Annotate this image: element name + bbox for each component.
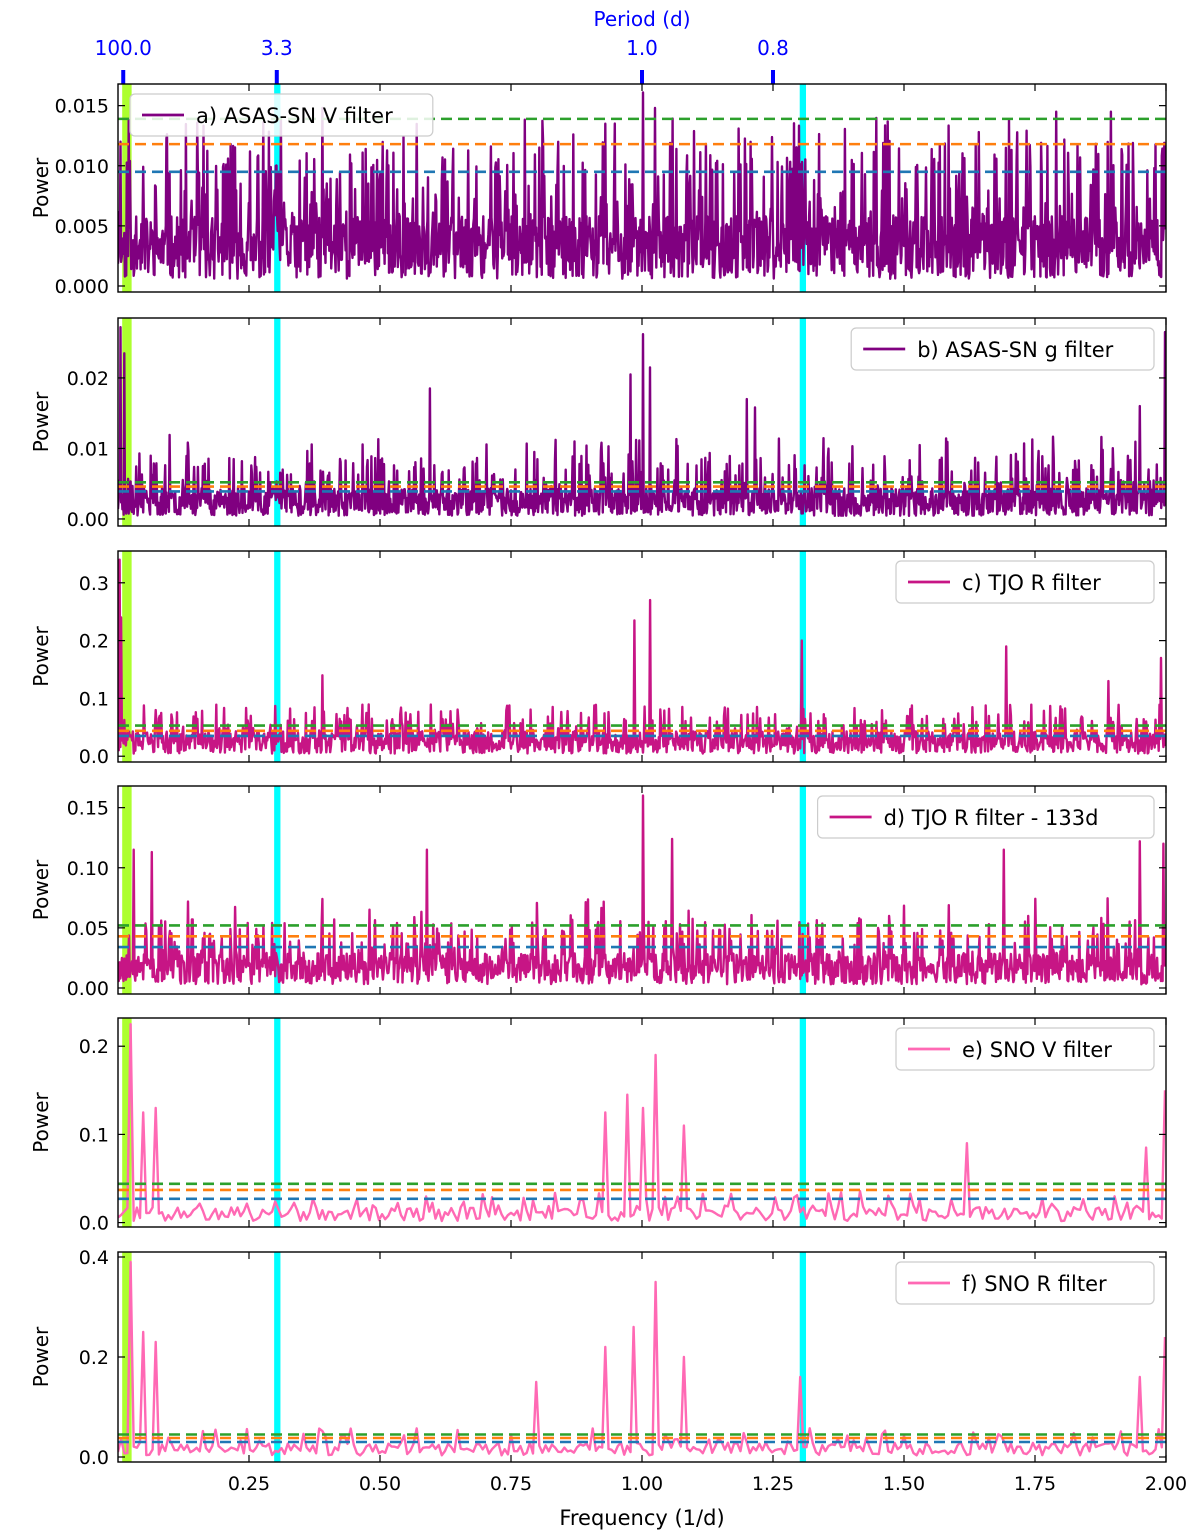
- y-tick-label: 0.005: [55, 216, 109, 238]
- x-tick-label: 1.25: [752, 1473, 794, 1495]
- y-tick-label: 0.15: [67, 798, 109, 820]
- power-series-line: [118, 1023, 1166, 1223]
- panel-a: 0.000 0.005 0.010 0.015 Power a) ASAS-SN V fi…: [29, 83, 1167, 298]
- legend-box: [129, 93, 434, 137]
- x-tick-label: 1.00: [621, 1473, 663, 1495]
- cyan-band-1: [274, 1018, 281, 1227]
- cyan-band-1: [274, 551, 281, 762]
- legend-box: [850, 327, 1155, 371]
- y-tick-label: 0.2: [79, 631, 109, 653]
- y-axis-label: Power: [29, 859, 53, 920]
- period-tick-label: 0.8: [757, 36, 789, 60]
- cyan-band-2: [799, 786, 807, 994]
- x-tick-label: 0.75: [490, 1473, 532, 1495]
- power-series-line: [118, 558, 1166, 755]
- period-tick-label: 1.0: [626, 36, 658, 60]
- legend: d) TJO R filter - 133d: [816, 795, 1155, 839]
- green-yellow-band: [122, 1252, 132, 1462]
- y-tick-label: 0.10: [67, 858, 109, 880]
- panel-e: 0.0 0.1 0.2 Power e) SNO V filter: [29, 1017, 1167, 1235]
- power-series-line: [118, 91, 1166, 280]
- x-tick-label: 1.50: [883, 1473, 925, 1495]
- period-top-axis: Period (d) 100.0 3.3 1.0 0.8: [95, 7, 789, 84]
- y-tick-label: 0.3: [79, 573, 109, 595]
- legend: b) ASAS-SN g filter: [850, 327, 1155, 371]
- y-tick-label: 0.015: [55, 96, 109, 118]
- legend-label: c) TJO R filter: [962, 571, 1101, 595]
- green-yellow-band: [122, 1018, 132, 1227]
- y-tick-label: 0.1: [79, 688, 109, 710]
- frequency-axis-label: Frequency (1/d): [559, 1506, 724, 1530]
- frequency-tick-labels: 0.25 0.50 0.75 1.00 1.25 1.50 1.75 2.00: [228, 1473, 1187, 1495]
- legend-box: [895, 1261, 1155, 1305]
- legend-label: f) SNO R filter: [962, 1272, 1107, 1296]
- x-tick-label: 0.25: [228, 1473, 270, 1495]
- panel-d: 0.00 0.05 0.10 0.15 Power d) TJO R filter - 1…: [29, 785, 1167, 1000]
- y-tick-label: 0.4: [79, 1247, 109, 1269]
- x-tick-label: 1.75: [1014, 1473, 1056, 1495]
- legend: f) SNO R filter: [895, 1261, 1155, 1305]
- power-series-line: [118, 1260, 1166, 1457]
- y-tick-label: 0.02: [67, 368, 109, 390]
- cyan-band-1: [274, 1252, 281, 1462]
- cyan-band-1: [274, 786, 281, 994]
- legend-label: d) TJO R filter - 133d: [884, 806, 1099, 830]
- y-tick-label: 0.00: [67, 509, 109, 531]
- y-axis-label: Power: [29, 391, 53, 452]
- cyan-band-2: [799, 318, 807, 526]
- legend-box: [816, 795, 1155, 839]
- green-yellow-band: [122, 551, 132, 762]
- x-tick-label: 0.50: [359, 1473, 401, 1495]
- y-tick-label: 0.010: [55, 156, 109, 178]
- panel-b: 0.00 0.01 0.02 Power b) ASAS-SN g filter: [29, 317, 1167, 531]
- y-tick-label: 0.2: [79, 1347, 109, 1369]
- period-tick-label: 3.3: [261, 36, 293, 60]
- legend-label: b) ASAS-SN g filter: [917, 338, 1113, 362]
- period-axis-label: Period (d): [593, 7, 690, 31]
- legend-box: [895, 1027, 1155, 1071]
- x-tick-label: 2.00: [1145, 1473, 1187, 1495]
- y-tick-label: 0.0: [79, 746, 109, 768]
- legend: a) ASAS-SN V filter: [129, 93, 434, 137]
- y-tick-label: 0.05: [67, 918, 109, 940]
- cyan-band-2: [799, 1018, 807, 1227]
- y-axis-label: Power: [29, 1091, 53, 1152]
- y-tick-label: 0.0: [79, 1447, 109, 1469]
- legend: c) TJO R filter: [895, 560, 1155, 604]
- panel-f: 0.0 0.2 0.4 Power f) SNO R filter: [29, 1247, 1167, 1469]
- y-tick-label: 0.01: [67, 438, 109, 460]
- legend: e) SNO V filter: [895, 1027, 1155, 1071]
- legend-box: [895, 560, 1155, 604]
- panel-c: 0.0 0.1 0.2 0.3 Power c) TJO R filter: [29, 550, 1167, 768]
- cyan-band-1: [274, 318, 281, 526]
- legend-label: a) ASAS-SN V filter: [196, 104, 393, 128]
- y-axis-label: Power: [29, 1326, 53, 1387]
- power-series-line: [118, 326, 1166, 517]
- y-axis-label: Power: [29, 625, 53, 686]
- green-yellow-band: [122, 786, 132, 994]
- legend-label: e) SNO V filter: [962, 1038, 1112, 1062]
- green-yellow-band: [122, 318, 132, 526]
- y-tick-label: 0.1: [79, 1124, 109, 1146]
- y-axis-label: Power: [29, 157, 53, 218]
- y-tick-label: 0.2: [79, 1036, 109, 1058]
- power-series-line: [118, 794, 1166, 986]
- y-tick-label: 0.00: [67, 978, 109, 1000]
- y-tick-label: 0.000: [55, 276, 109, 298]
- cyan-band-2: [799, 1252, 807, 1462]
- period-tick-label: 100.0: [95, 36, 152, 60]
- y-tick-label: 0.0: [79, 1213, 109, 1235]
